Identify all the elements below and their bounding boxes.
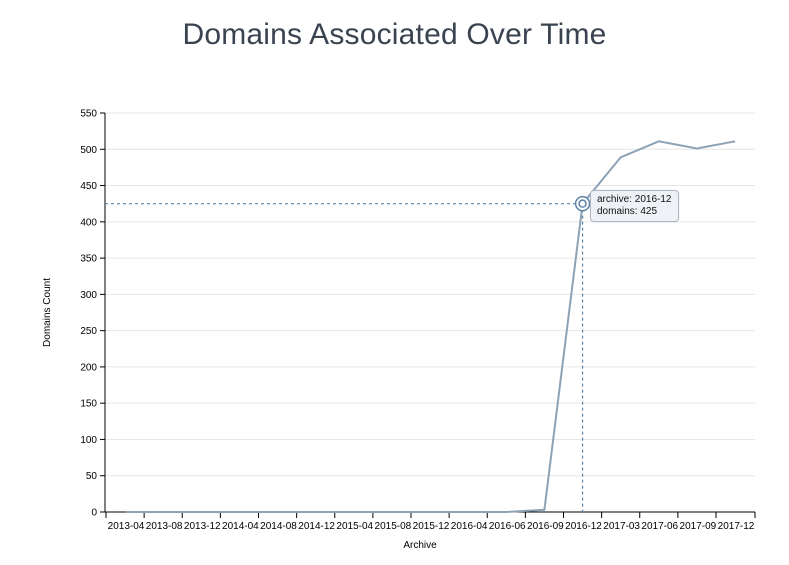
- tooltip-archive: archive: 2016-12: [597, 194, 672, 205]
- x-tick-label: 2013-12: [184, 521, 221, 532]
- y-tick-label: 450: [80, 181, 97, 192]
- x-tick-label: 2014-08: [260, 521, 297, 532]
- x-tick-label: 2014-04: [222, 521, 259, 532]
- y-tick-label: 550: [80, 109, 97, 120]
- tooltip: archive: 2016-12 domains: 425: [590, 190, 679, 222]
- hover-guides: [105, 203, 584, 512]
- chart-title: Domains Associated Over Time: [182, 18, 607, 51]
- x-tick-label: 2017-12: [718, 521, 755, 532]
- x-axis-title: Archive: [403, 540, 437, 551]
- y-tick-label: 200: [80, 362, 97, 373]
- x-tick-label: 2016-04: [451, 521, 488, 532]
- hover-marker[interactable]: [574, 195, 591, 212]
- x-tick-label: 2015-04: [336, 521, 373, 532]
- x-tick-label: 2013-08: [146, 521, 183, 532]
- x-tick-label: 2017-09: [680, 521, 717, 532]
- x-tick-label: 2015-12: [413, 521, 450, 532]
- y-tick-label: 50: [86, 471, 98, 482]
- y-tick-label: 400: [80, 217, 97, 228]
- x-tick-label: 2016-06: [489, 521, 526, 532]
- x-tick-label: 2016-09: [527, 521, 564, 532]
- gridlines: [105, 112, 755, 477]
- y-tick-label: 250: [80, 326, 97, 337]
- hover-marker-ring[interactable]: [574, 195, 591, 212]
- y-tick-label: 300: [80, 290, 97, 301]
- tooltip-domains: domains: 425: [597, 206, 658, 217]
- y-tick-label: 500: [80, 145, 97, 156]
- hover-marker-dot[interactable]: [578, 199, 587, 208]
- x-tick-label: 2017-06: [641, 521, 678, 532]
- y-axis-title: Domains Count: [42, 278, 53, 347]
- x-tick-label: 2016-12: [565, 521, 602, 532]
- y-tick-label: 0: [91, 508, 97, 519]
- y-tick-label: 150: [80, 399, 97, 410]
- y-tick-label: 100: [80, 435, 97, 446]
- y-tick-label: 350: [80, 254, 97, 265]
- x-tick-label: 2015-08: [375, 521, 412, 532]
- x-tick-label: 2013-04: [108, 521, 145, 532]
- x-tick-label: 2014-12: [298, 521, 335, 532]
- x-tick-label: 2017-03: [603, 521, 640, 532]
- axes: 0 50 100 150 200 250 300 350 400 450 500 550 2013-04…: [80, 109, 756, 532]
